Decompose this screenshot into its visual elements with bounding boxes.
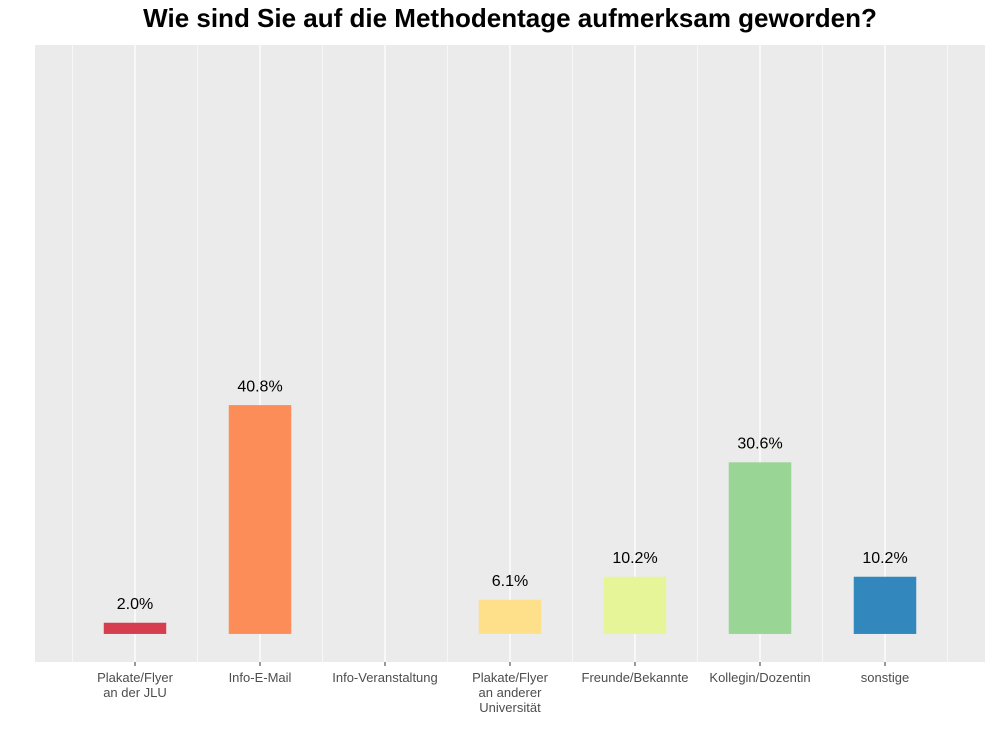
bar [228,405,292,634]
bar [103,622,167,634]
value-label: 30.6% [737,436,782,453]
value-label: 10.2% [862,550,907,567]
chart-title: Wie sind Sie auf die Methodentage aufmer… [143,3,877,33]
x-tick-label: Plakate/Flyer an anderer Universität [472,670,548,715]
x-tick-label: sonstige [860,670,910,685]
bar [853,576,917,634]
value-label: 6.1% [492,573,528,590]
value-label: 40.8% [237,378,282,395]
x-tick-label: Kollegin/Dozentin [709,670,811,685]
x-tick-label: Plakate/Flyer an der JLU [97,670,173,700]
bar [603,576,667,634]
value-label: 10.2% [612,550,657,567]
x-tick-label: Info-Veranstaltung [332,670,438,685]
bar [728,462,792,634]
x-tick-label: Freunde/Bekannte [581,670,689,685]
x-tick-label: Info-E-Mail [228,670,292,685]
value-label: 2.0% [117,596,153,613]
bar [478,599,542,634]
